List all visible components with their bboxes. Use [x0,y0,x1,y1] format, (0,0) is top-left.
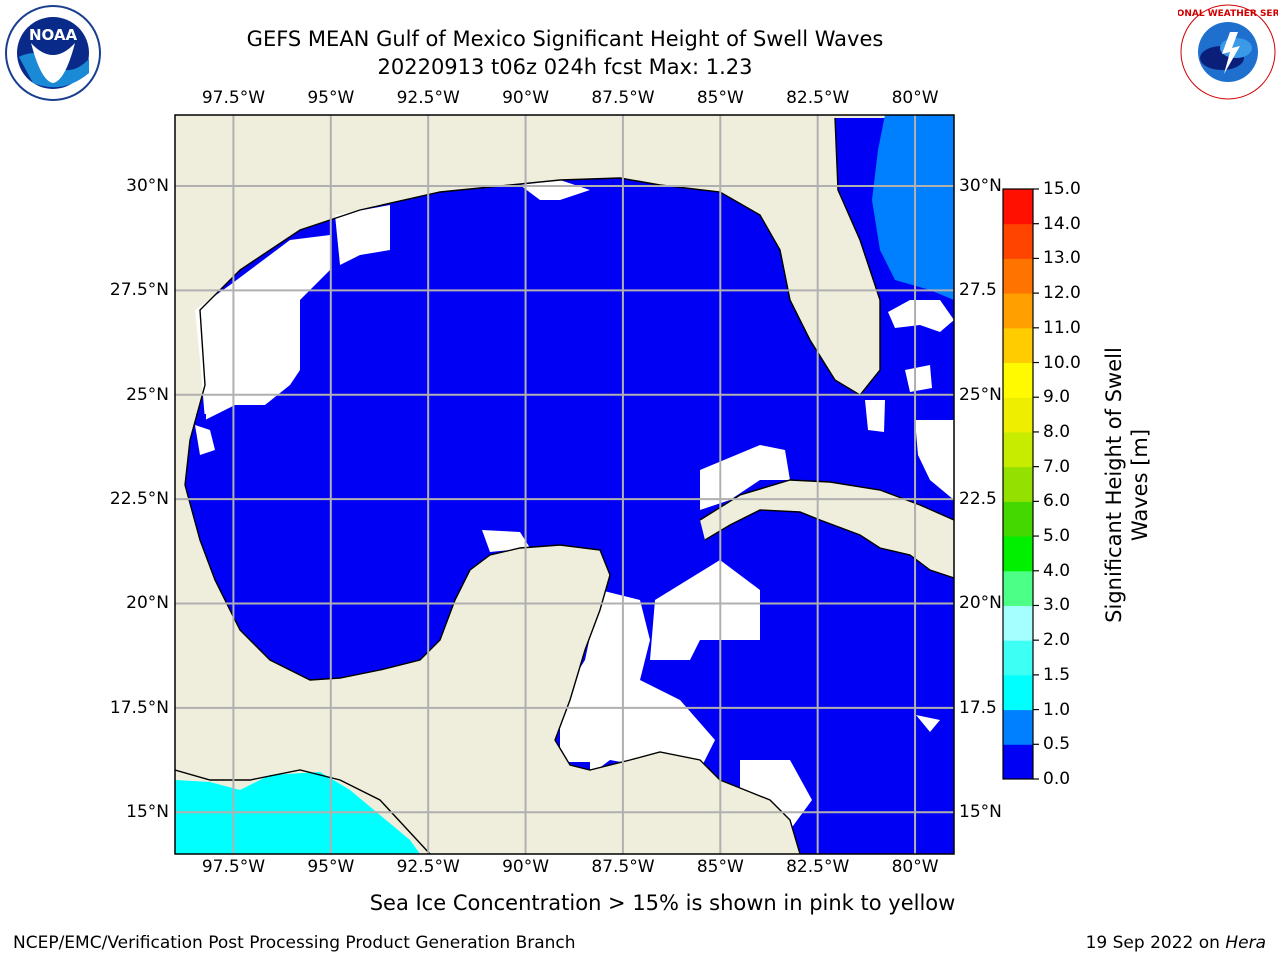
colorbar-tick-label: 15.0 [1043,179,1081,199]
nws-logo-text: NATIONAL WEATHER SERVICE [1178,9,1278,19]
footer-host: Hera [1225,933,1266,953]
colorbar-segment [1003,362,1033,398]
colorbar-segment [1003,431,1033,468]
colorbar-tick-label: 4.0 [1043,560,1071,581]
right-lat-label: 27.5 [959,280,997,301]
footer-date: 19 Sep 2022 on Hera [1086,933,1266,953]
bottom-lon-label: 90°W [502,857,550,877]
map-area [175,115,954,854]
top-lon-label: 92.5°W [396,88,460,108]
top-lon-label: 85°W [696,88,744,108]
colorbar-segment [1003,293,1033,329]
bottom-lon-label: 92.5°W [396,857,460,877]
left-lat-label: 20°N [126,593,169,614]
bottom-lon-label: 80°W [891,857,939,877]
colorbar-tick-label: 13.0 [1043,248,1081,269]
colorbar-segment [1003,744,1033,780]
colorbar [1002,188,1039,780]
colorbar-tick-label: 6.0 [1043,491,1071,512]
sea-ice-note: Sea Ice Concentration > 15% is shown in … [369,891,956,915]
left-lat-label: 25°N [126,384,169,405]
colorbar-tick-label: 9.0 [1043,387,1071,408]
colorbar-tick-label: 11.0 [1043,317,1081,338]
top-lon-label: 90°W [502,88,550,108]
left-lat-label: 15°N [126,802,169,823]
colorbar-segment [1003,570,1033,606]
colorbar-tick-label: 14.0 [1043,213,1081,234]
colorbar-tick-label: 5.0 [1043,526,1071,547]
nws-logo: NATIONAL WEATHER SERVICE [1153,2,1280,102]
noaa-logo: NOAA [3,3,103,103]
top-lon-label: 95°W [307,88,355,108]
colorbar-tick-label: 1.0 [1043,699,1071,720]
cuba-land [700,480,954,578]
left-lat-label: 30°N [126,175,169,196]
right-lat-label: 15°N [959,802,1002,823]
blue-cell [196,414,206,424]
bottom-lon-label: 87.5°W [591,857,655,877]
colorbar-tick-label: 1.5 [1043,664,1071,685]
colorbar-segment [1003,674,1033,711]
colorbar-segment [1003,605,1033,641]
bottom-lon-label: 85°W [696,857,744,877]
atlantic-swell-zone [872,115,954,300]
colorbar-segment [1003,327,1033,364]
colorbar-tick-label: 12.0 [1043,283,1081,304]
bottom-lon-label: 95°W [307,857,355,877]
colorbar-tick-label: 0.0 [1043,769,1071,789]
left-lat-label: 22.5°N [109,489,169,510]
right-lat-label: 17.5 [959,697,997,718]
left-lat-label: 27.5°N [109,280,169,301]
bottom-lon-label: 82.5°W [786,857,850,877]
top-lon-label: 87.5°W [591,88,655,108]
top-lon-label: 80°W [891,88,939,108]
colorbar-tick-label: 7.0 [1043,456,1071,477]
colorbar-label: Significant Height of Swell Waves [m] [1102,347,1152,623]
footer-date-text: 19 Sep 2022 on [1085,933,1226,953]
right-lat-label: 30°N [959,175,1002,196]
chart-title: GEFS MEAN Gulf of Mexico Significant Hei… [246,27,884,51]
footer-branch: NCEP/EMC/Verification Post Processing Pr… [13,933,576,953]
colorbar-segment [1003,640,1033,676]
top-lon-label: 97.5°W [201,88,266,108]
graticule [175,115,954,854]
right-lat-label: 20°N [959,593,1002,614]
colorbar-segment [1003,709,1033,745]
colorbar-segment [1003,397,1033,433]
colorbar-segment [1003,223,1033,259]
colorbar-segment [1003,258,1033,294]
colorbar-tick-label: 10.0 [1043,352,1081,373]
colorbar-segment [1003,466,1033,502]
left-lat-label: 17.5°N [109,697,169,718]
colorbar-segment [1003,501,1033,537]
top-lon-label: 82.5°W [786,88,850,108]
colorbar-segment [1003,536,1033,572]
colorbar-tick-label: 2.0 [1043,630,1071,651]
map-frame [174,114,955,855]
right-lat-label: 22.5 [959,489,997,510]
colorbar-frame [1002,188,1034,780]
colorbar-tick-label: 3.0 [1043,595,1071,616]
colorbar-tick-label: 8.0 [1043,421,1071,442]
noaa-logo-text: NOAA [29,26,78,44]
bottom-lon-label: 97.5°W [201,857,266,877]
colorbar-segment [1003,189,1033,225]
chart-subtitle-forecast: 20220913 t06z 024h fcst Max: 1.23 [377,55,753,79]
colorbar-tick-label: 0.5 [1043,734,1071,755]
right-lat-label: 25°N [959,384,1002,405]
